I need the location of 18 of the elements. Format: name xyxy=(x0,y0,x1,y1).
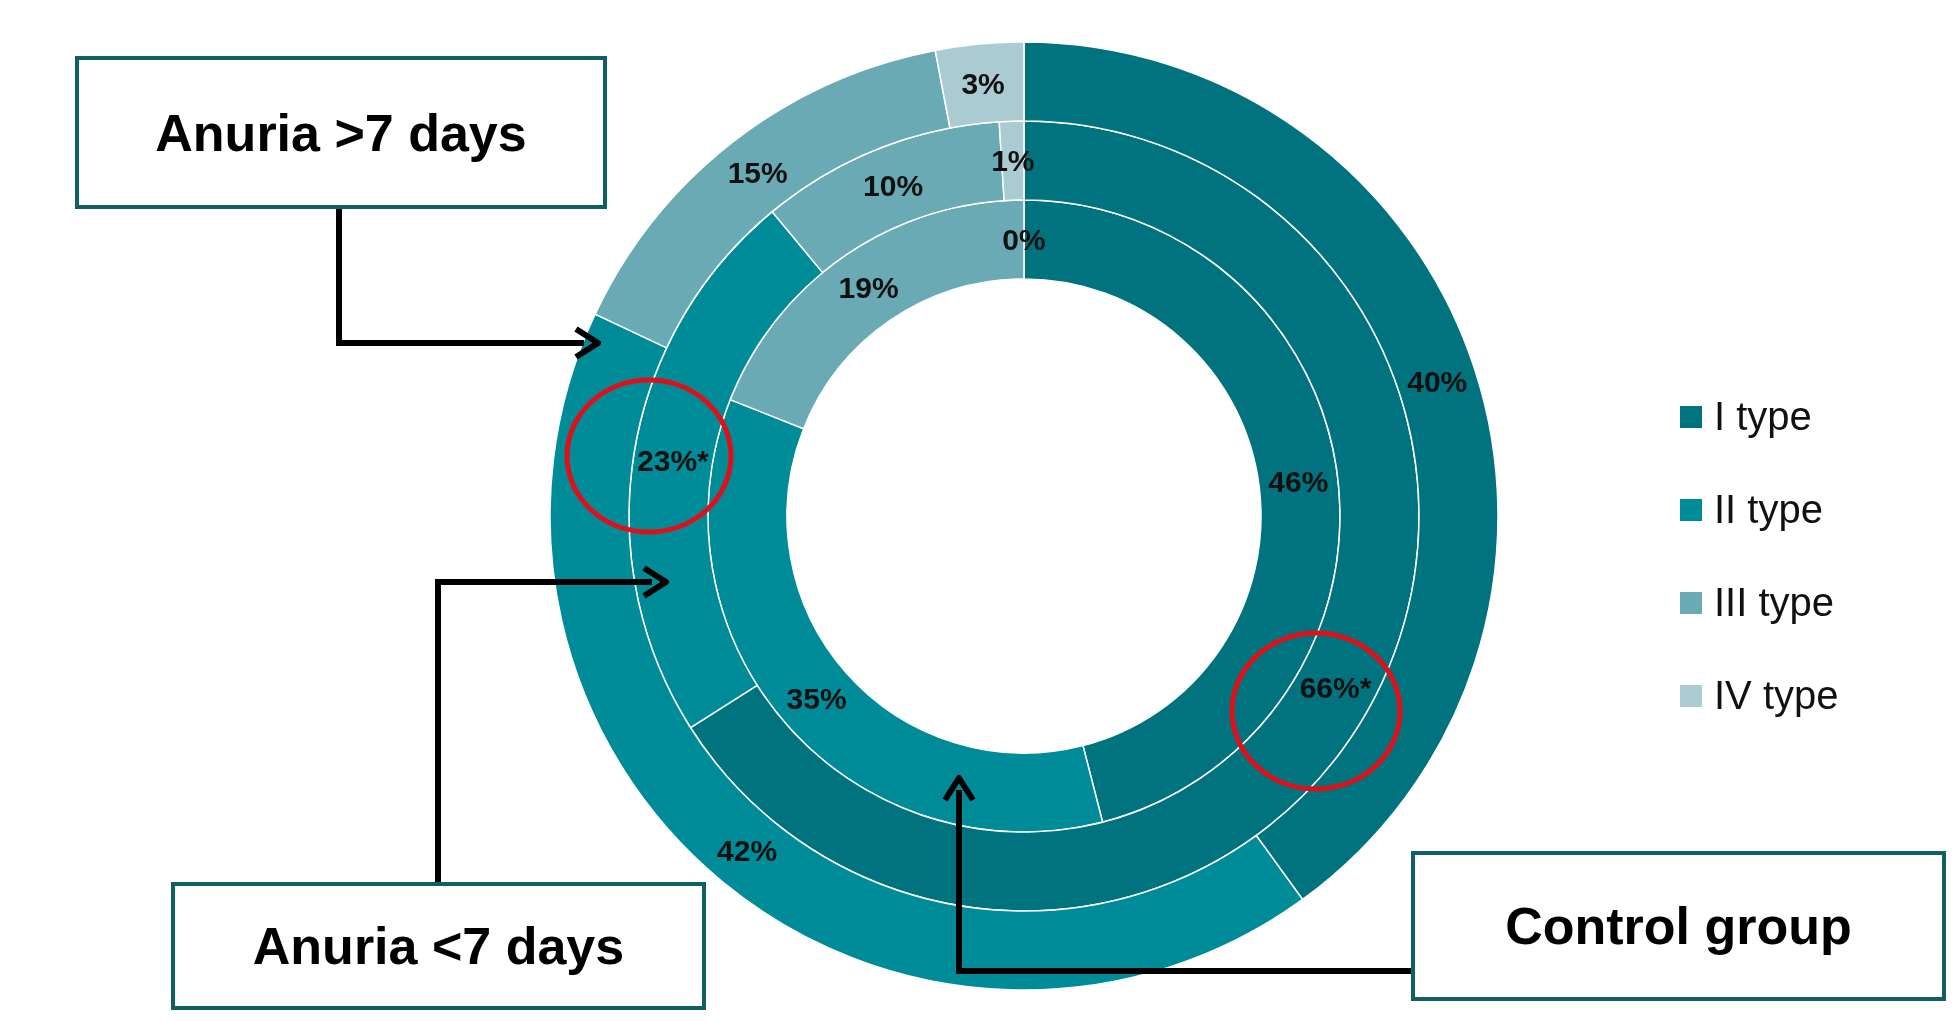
text: Anuria >7 days xyxy=(75,56,607,209)
data-label: 42% xyxy=(717,834,778,868)
text: 0% xyxy=(1002,223,1046,256)
data-label: 23%* xyxy=(637,443,710,477)
data-label: 19% xyxy=(838,270,899,304)
data-label: 3% xyxy=(961,66,1005,100)
data-label: 15% xyxy=(727,156,788,190)
legend-label: I type xyxy=(1714,394,1812,439)
data-label: 66%* xyxy=(1299,670,1372,704)
data-label: 46% xyxy=(1268,464,1329,498)
legend-label: II type xyxy=(1714,487,1823,532)
data-label: 10% xyxy=(863,168,924,202)
data-label: 40% xyxy=(1407,365,1468,399)
text: Control group xyxy=(1411,851,1946,1001)
data-label: 35% xyxy=(786,682,847,716)
legend-label: III type xyxy=(1714,580,1835,625)
legend-label: IV type xyxy=(1714,673,1839,718)
text: Anuria <7 days xyxy=(171,882,706,1010)
